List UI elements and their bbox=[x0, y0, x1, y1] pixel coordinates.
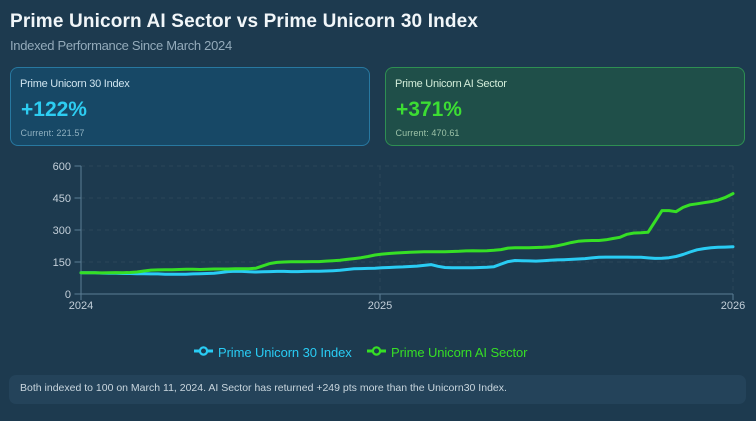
svg-text:2024: 2024 bbox=[69, 300, 93, 312]
svg-text:300: 300 bbox=[53, 225, 71, 237]
svg-text:150: 150 bbox=[53, 257, 71, 269]
svg-text:2026: 2026 bbox=[721, 300, 745, 312]
svg-text:600: 600 bbox=[53, 161, 71, 173]
svg-text:2025: 2025 bbox=[368, 300, 392, 312]
svg-text:0: 0 bbox=[65, 289, 71, 301]
svg-text:450: 450 bbox=[53, 193, 71, 205]
